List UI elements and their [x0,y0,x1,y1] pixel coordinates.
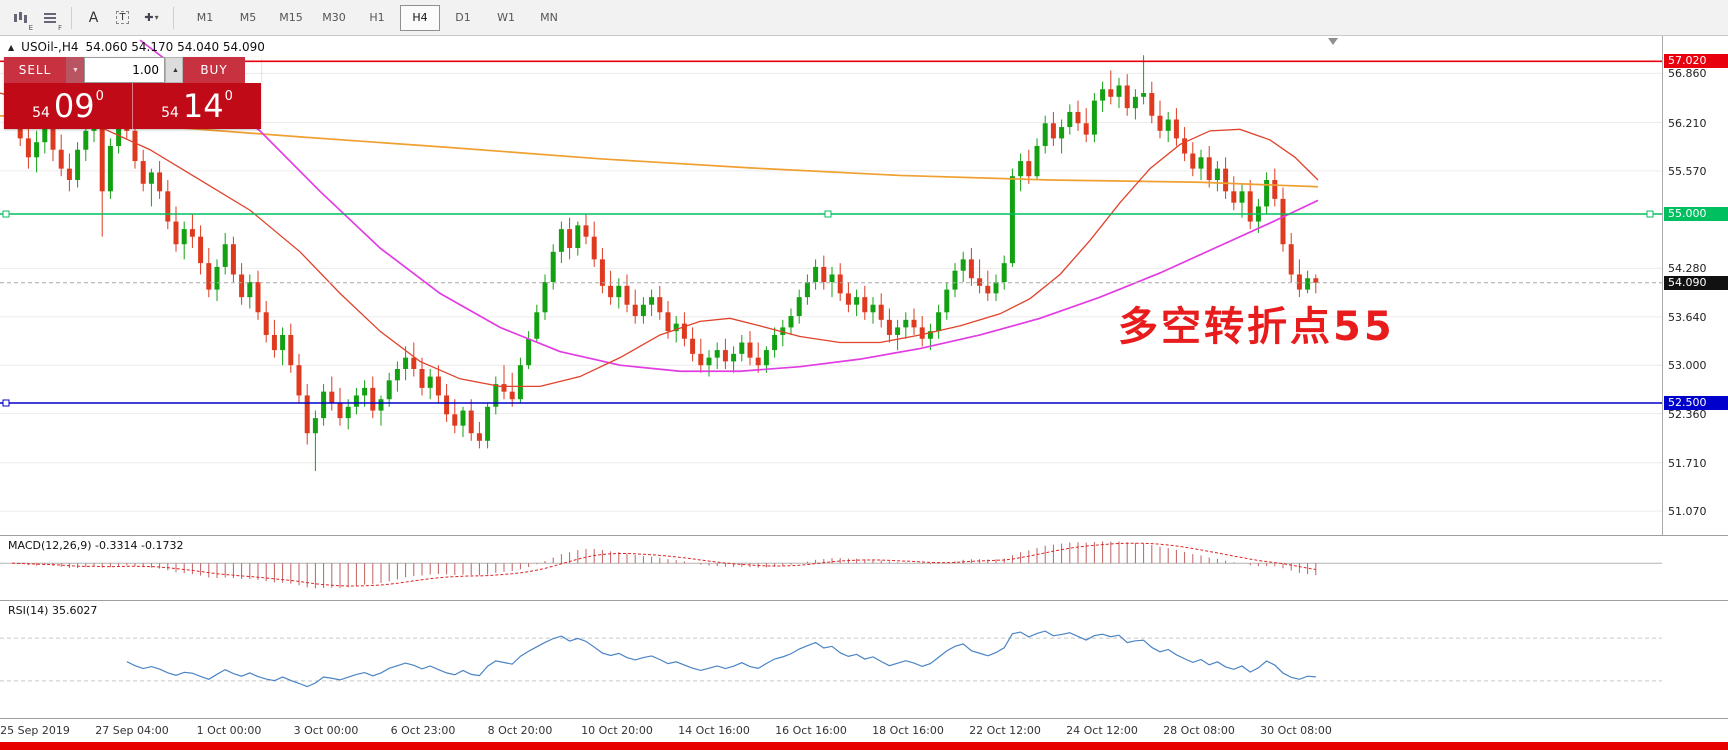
macd-panel[interactable]: MACD(12,26,9) -0.3314 -0.1732 [0,535,1728,600]
collapse-arrow-icon[interactable]: ▲ [8,42,15,52]
text-label-tool-icon[interactable]: A [79,4,108,32]
time-axis-label: 6 Oct 23:00 [390,724,456,737]
price-axis-label: 54.280 [1668,262,1707,276]
text-box-tool-icon[interactable]: T [108,4,137,32]
crosshair-tool-icon[interactable]: ✚ ▾ [137,4,166,32]
sell-price-pipette: 0 [95,89,104,104]
textbox-glyph: T [116,11,129,24]
chart-annotation: 多空转折点55 [1118,304,1395,350]
price-axis-label: 55.570 [1668,164,1707,178]
ma-medium-line [139,39,1319,373]
buy-price-main: 54 [161,105,179,121]
volume-dropdown-icon[interactable]: ▼ [66,57,84,83]
tool-badge: E [28,23,33,32]
sell-price-main: 54 [32,105,50,121]
pivot-line-marker[interactable] [1646,210,1654,218]
trade-panel-controls: SELL ▼ ▲ BUY [4,57,261,83]
support-line-marker[interactable] [2,399,10,407]
volume-stepper-up-icon[interactable]: ▲ [165,57,183,83]
sell-button[interactable]: SELL [4,57,66,83]
price-axis-label: 52.360 [1668,407,1707,421]
text-tool-glyph: A [88,9,99,26]
line-study-tool-icon[interactable]: F [35,4,64,32]
current-price-tag: 54.090 [1664,275,1728,290]
price-axis-label: 53.000 [1668,359,1707,373]
macd-label: MACD(12,26,9) -0.3314 -0.1732 [8,539,184,552]
chart-area[interactable]: ▲ USOil-,H4 54.060 54.170 54.040 54.090 … [0,36,1662,535]
time-axis-label: 18 Oct 16:00 [872,724,944,737]
time-axis-label: 8 Oct 20:00 [487,724,553,737]
crosshair-glyph: ✚ [144,11,154,24]
toolbar: E F A T ✚ ▾ M1 M5 M15 M30 H1 H4 D1 W1 MN [0,0,1728,36]
macd-canvas[interactable] [0,536,1662,600]
candlestick-tool-icon[interactable]: E [6,4,35,32]
pivot-line-marker[interactable] [824,210,832,218]
macd-signal-line [11,542,1316,587]
buy-price-display[interactable]: 54 14 0 [132,83,261,129]
rsi-label: RSI(14) 35.6027 [8,604,98,617]
tool-badge: F [57,23,62,32]
time-axis-label: 10 Oct 20:00 [581,724,653,737]
time-axis-label: 28 Oct 08:00 [1163,724,1235,737]
price-axis-label: 51.710 [1668,456,1707,470]
timeframe-group: M1 M5 M15 M30 H1 H4 D1 W1 MN [185,4,572,31]
timeframe-button-m30[interactable]: M30 [322,11,346,24]
timeframe-button-m15[interactable]: M15 [279,11,303,24]
time-axis-label: 1 Oct 00:00 [196,724,262,737]
pivot-price-tag: 55.000 [1664,207,1728,221]
time-axis-label: 27 Sep 04:00 [95,724,169,737]
time-axis-label: 3 Oct 00:00 [293,724,359,737]
time-axis-label: 30 Oct 08:00 [1260,724,1332,737]
symbol-label: USOil-,H4 [21,40,79,54]
dropdown-caret-icon: ▾ [154,13,159,22]
ohlc-values: 54.060 54.170 54.040 54.090 [85,40,265,54]
resistance-price-tag: 57.020 [1664,54,1728,69]
time-axis-label: 22 Oct 12:00 [969,724,1041,737]
sell-price-display[interactable]: 54 09 0 [4,83,132,129]
candlestick-glyph [14,11,27,23]
time-axis[interactable]: 25 Sep 2019 27 Sep 04:00 1 Oct 00:00 3 Oct … [0,718,1728,742]
timeframe-button-h4[interactable]: H4 [400,4,440,31]
timeframe-button-d1[interactable]: D1 [455,11,471,24]
timeframe-button-h1[interactable]: H1 [369,11,385,24]
time-axis-label: 14 Oct 16:00 [678,724,750,737]
chart-shift-marker-icon[interactable] [1328,38,1338,45]
rsi-line [126,630,1316,688]
price-axis[interactable]: 56.860 56.210 55.570 54.280 53.640 53.000 52.3… [1662,36,1728,719]
chart-title: ▲ USOil-,H4 54.060 54.170 54.040 54.090 [8,40,265,54]
price-axis-label: 51.070 [1668,505,1707,519]
timeframe-button-m1[interactable]: M1 [196,11,214,24]
rsi-canvas[interactable] [0,601,1662,718]
time-axis-label: 24 Oct 12:00 [1066,724,1138,737]
price-axis-label: 53.640 [1668,310,1707,324]
buy-price-pipette: 0 [224,89,233,104]
one-click-trading-panel: SELL ▼ ▲ BUY 54 09 0 54 14 0 [4,57,261,129]
timeframe-button-m5[interactable]: M5 [239,11,257,24]
price-axis-label: 56.860 [1668,67,1707,81]
support-price-tag: 52.500 [1664,396,1728,410]
timeframe-button-w1[interactable]: W1 [497,11,515,24]
macd-histogram [19,541,1317,589]
sell-price-pips: 09 [53,87,95,125]
price-axis-label: 56.210 [1668,116,1707,130]
status-bar [0,742,1728,750]
rsi-panel[interactable]: RSI(14) 35.6027 [0,600,1728,718]
time-axis-label: 25 Sep 2019 [0,724,70,737]
volume-input[interactable] [84,57,165,83]
buy-button[interactable]: BUY [183,57,245,83]
toolbar-separator [173,6,174,29]
pivot-line-marker[interactable] [2,210,10,218]
list-glyph [43,11,56,25]
trade-panel-prices: 54 09 0 54 14 0 [4,83,261,129]
ma-fast-line [0,92,1319,388]
buy-price-pips: 14 [182,87,224,125]
toolbar-separator [71,6,72,29]
timeframe-button-mn[interactable]: MN [540,11,558,24]
time-axis-label: 16 Oct 16:00 [775,724,847,737]
ma-slow-line [0,114,1319,188]
